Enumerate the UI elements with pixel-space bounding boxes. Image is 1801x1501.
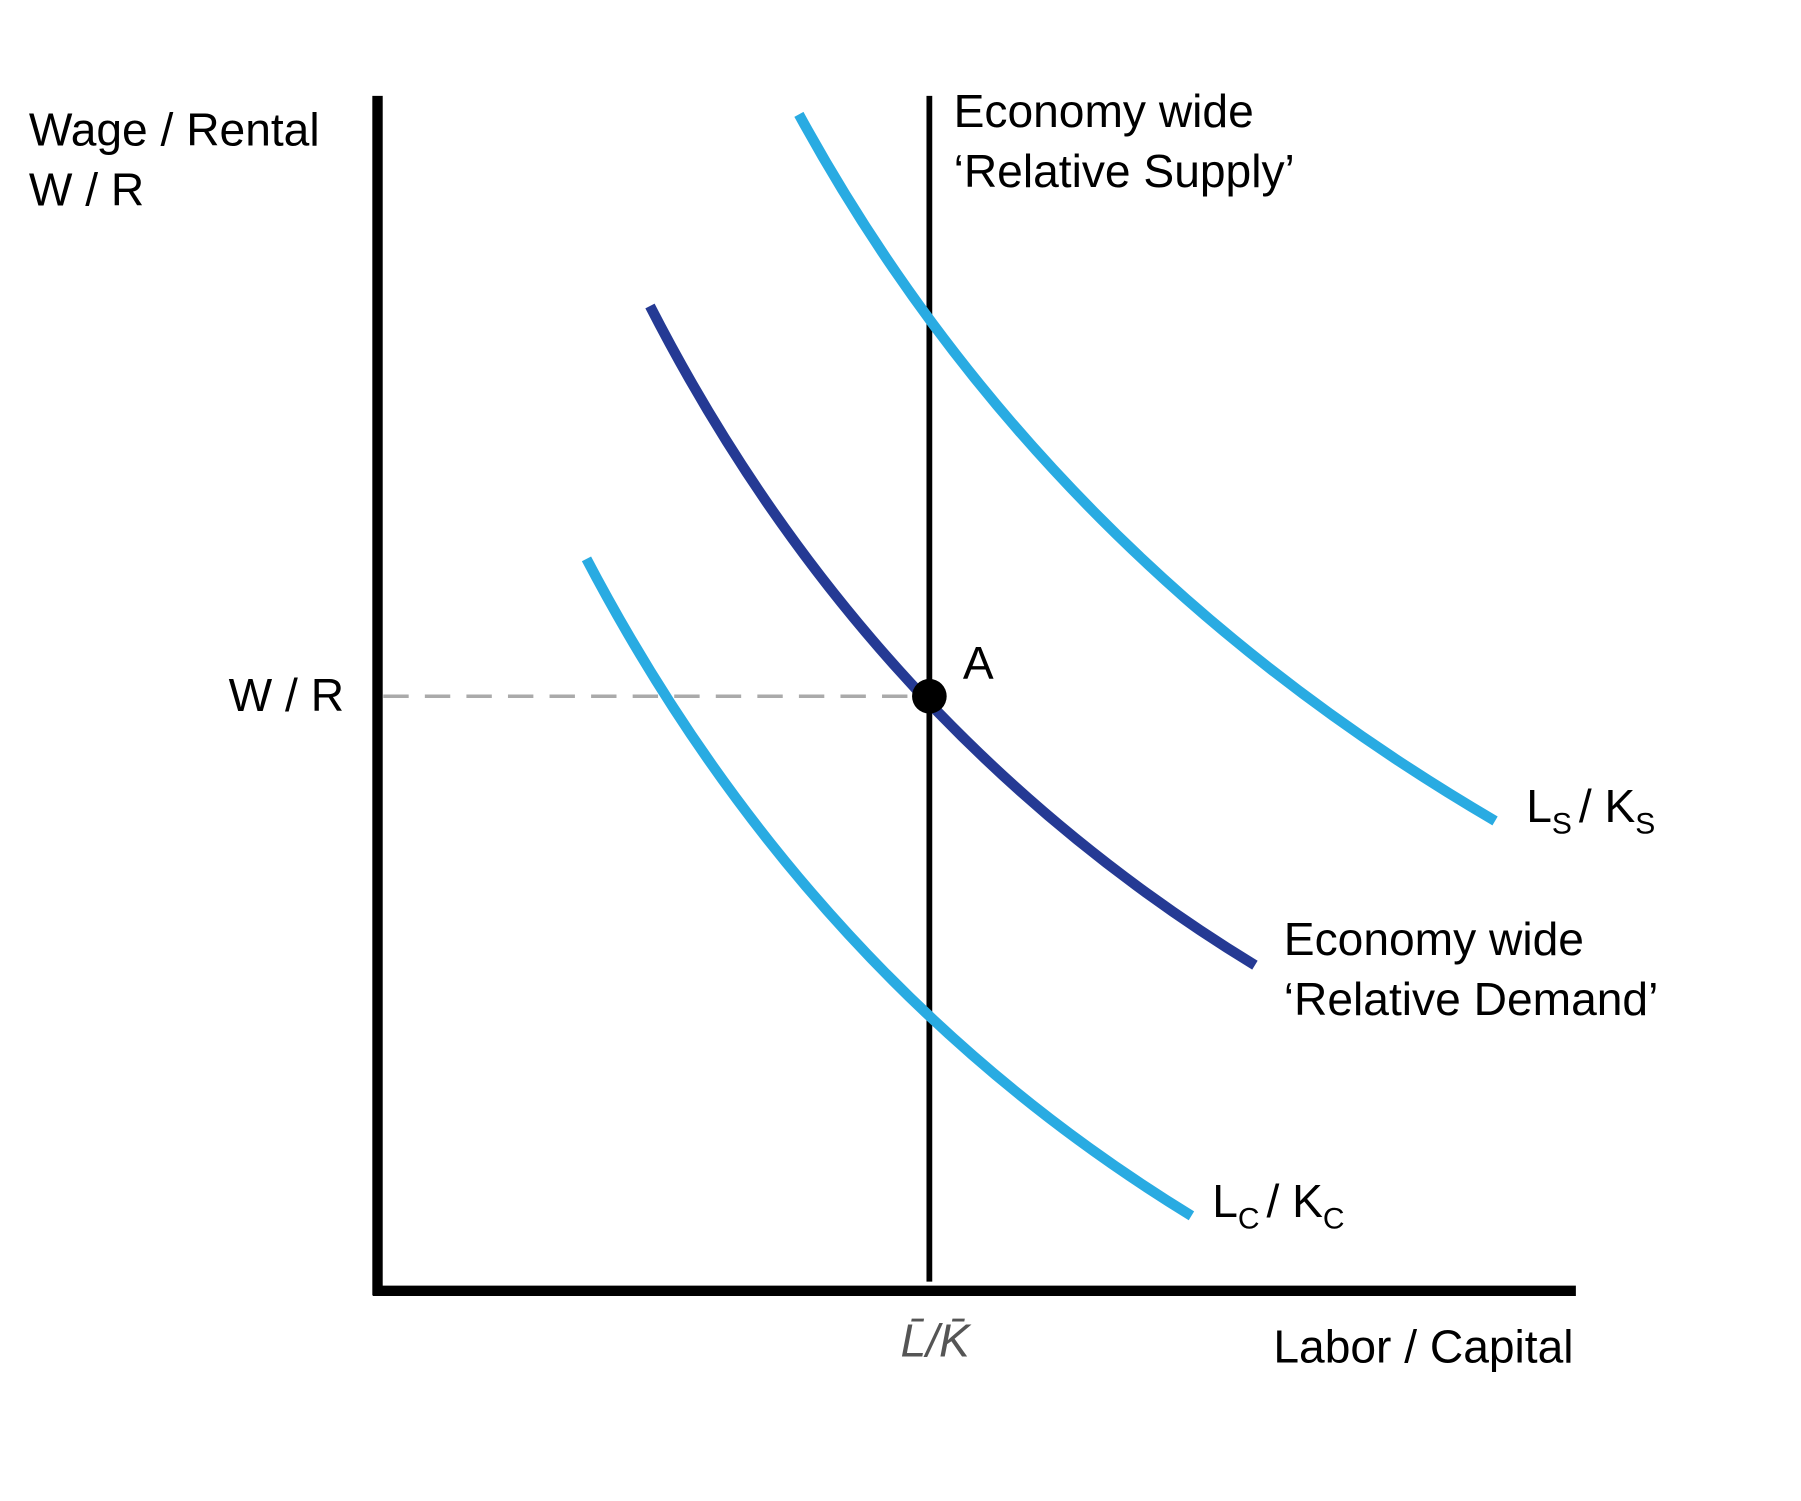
supply-label: Economy wide bbox=[954, 85, 1254, 137]
curve-ls-ks bbox=[794, 111, 1498, 826]
x-tick-label: L̄/K̄ bbox=[900, 1315, 971, 1367]
demand-label: Economy wide bbox=[1284, 913, 1584, 965]
curve-label: LS / KS bbox=[1526, 780, 1655, 841]
point-label: A bbox=[963, 637, 994, 689]
point-a bbox=[912, 678, 947, 714]
y-tick-label: W / R bbox=[229, 669, 344, 721]
y-axis-label: W / R bbox=[29, 164, 144, 216]
y-axis-label: Wage / Rental bbox=[29, 104, 320, 156]
supply-label: ‘Relative Supply’ bbox=[954, 145, 1295, 197]
curve-label: LC / KC bbox=[1212, 1175, 1344, 1236]
curve-demand bbox=[645, 303, 1258, 970]
curve-lc-kc bbox=[581, 556, 1195, 1221]
demand-label: ‘Relative Demand’ bbox=[1284, 973, 1659, 1025]
x-axis-label: Labor / Capital bbox=[1273, 1320, 1573, 1372]
